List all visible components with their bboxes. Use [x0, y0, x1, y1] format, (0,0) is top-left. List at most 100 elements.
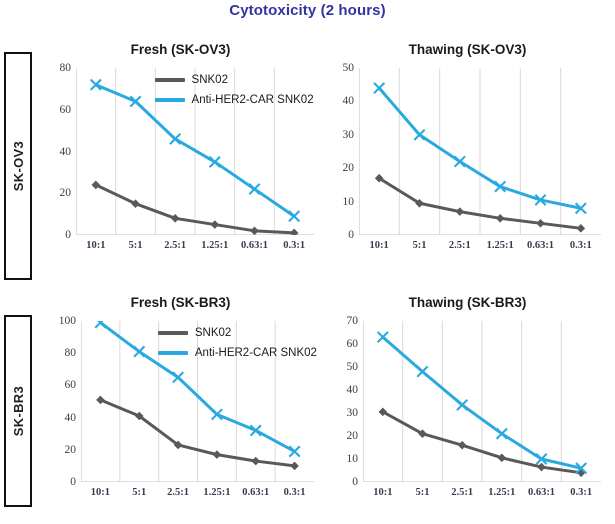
legend-label: Anti-HER2-CAR SNK02	[194, 346, 317, 359]
panel-fresh-sk-br3: Fresh (SK-BR3) 0 20 40 60 80 100 10:1 5:1 2.5:1 1.…	[38, 293, 323, 518]
y-tick-label: 20	[342, 162, 355, 175]
data-point-marker	[94, 321, 104, 329]
data-point-marker	[374, 173, 384, 183]
y-tick-label: 40	[64, 411, 77, 424]
y-tick-label: 80	[64, 347, 77, 360]
plot-area	[76, 68, 314, 235]
data-point-marker	[208, 155, 221, 168]
data-point-marker	[534, 193, 547, 206]
chart-title: Thawing (SK-BR3)	[408, 295, 527, 310]
legend-item: SNK02	[157, 324, 317, 341]
chart-canvas	[359, 68, 601, 235]
data-point-marker	[413, 128, 426, 141]
data-point-marker	[89, 78, 102, 91]
data-point-marker	[134, 411, 144, 421]
x-tick-label: 1.25:1	[488, 487, 516, 498]
y-axis-labels: 0 10 20 30 40 50	[325, 62, 355, 241]
series-line	[377, 176, 583, 230]
data-point-marker	[574, 202, 587, 215]
data-point-marker	[536, 219, 545, 228]
x-tick-label: 0.63:1	[240, 240, 269, 251]
x-tick-label: 0.63:1	[527, 487, 556, 498]
series-line	[381, 410, 583, 475]
panel-fresh-sk-ov3: Fresh (SK-OV3) 0 20 40 60 80 10:1 5:1 2.5:1 1.25:…	[38, 40, 323, 275]
data-point-marker	[453, 155, 466, 168]
data-point-marker	[288, 445, 301, 458]
series-line	[98, 398, 297, 468]
y-tick-label: 60	[346, 338, 359, 350]
y-axis-labels: 0 10 20 30 40 50 60 70	[325, 315, 359, 488]
figure-title: Cytotoxicity (2 hours)	[229, 2, 386, 19]
x-tick-label: 2.5:1	[448, 240, 471, 251]
plot-area	[363, 321, 601, 482]
y-tick-label: 40	[59, 145, 72, 158]
data-point-marker	[495, 427, 508, 440]
legend-color-swatch	[157, 350, 188, 355]
x-tick-label: 5:1	[128, 240, 143, 251]
row-label-sk-br3: SK-BR3	[4, 315, 32, 507]
x-tick-label: 0.3:1	[570, 487, 593, 498]
data-point-marker	[129, 95, 142, 108]
data-point-marker	[537, 462, 546, 472]
x-axis-labels: 10:1 5:1 2.5:1 1.25:1 0.63:1 0.3:1	[359, 240, 601, 256]
x-tick-label: 2.5:1	[164, 240, 187, 251]
y-tick-label: 30	[342, 128, 355, 141]
y-tick-label: 10	[346, 453, 359, 465]
x-tick-label: 2.5:1	[167, 487, 190, 498]
legend-item: SNK02	[154, 71, 314, 88]
y-tick-label: 0	[65, 229, 71, 241]
y-tick-label: 0	[70, 476, 76, 488]
series-line	[94, 183, 296, 235]
data-point-marker	[373, 82, 386, 94]
data-point-marker	[133, 345, 146, 358]
x-tick-label: 10:1	[369, 240, 389, 251]
data-point-marker	[212, 450, 222, 459]
y-tick-label: 50	[346, 361, 359, 373]
legend-color-swatch	[154, 97, 185, 102]
y-tick-label: 50	[342, 62, 355, 74]
chart-title: Thawing (SK-OV3)	[408, 42, 527, 57]
x-axis-labels: 10:1 5:1 2.5:1 1.25:1 0.63:1 0.3:1	[363, 487, 601, 503]
x-tick-label: 5:1	[132, 487, 147, 498]
y-tick-label: 30	[346, 407, 359, 419]
x-tick-label: 0.63:1	[242, 487, 270, 498]
data-point-marker	[248, 183, 261, 196]
x-tick-label: 2.5:1	[451, 487, 474, 498]
series-line	[98, 321, 297, 453]
row-label-sk-br3-text: SK-BR3	[10, 385, 26, 437]
legend-color-swatch	[154, 77, 185, 82]
data-point-marker	[415, 198, 424, 208]
data-point-marker	[173, 440, 183, 450]
data-point-marker	[456, 399, 469, 411]
y-axis-labels: 0 20 40 60 80 100	[38, 315, 77, 488]
chart-canvas	[363, 321, 601, 482]
y-tick-label: 60	[64, 379, 77, 392]
y-tick-label: 40	[346, 384, 359, 396]
data-point-marker	[457, 440, 467, 450]
data-point-marker	[576, 224, 586, 233]
y-tick-label: 0	[352, 476, 358, 488]
row-label-sk-ov3: SK-OV3	[4, 52, 32, 280]
data-point-marker	[494, 180, 507, 193]
x-tick-label: 1.25:1	[486, 240, 514, 251]
x-tick-label: 10:1	[90, 487, 111, 498]
y-tick-label: 10	[342, 195, 355, 208]
x-tick-label: 10:1	[373, 487, 393, 498]
chart-legend: SNK02 Anti-HER2-CAR SNK02	[157, 324, 317, 364]
data-point-marker	[289, 228, 299, 235]
y-tick-label: 0	[348, 229, 354, 241]
series-line	[94, 83, 296, 218]
y-tick-label: 40	[342, 95, 355, 108]
data-point-marker	[96, 395, 105, 405]
x-tick-label: 0.63:1	[526, 240, 555, 251]
y-tick-label: 70	[346, 315, 359, 327]
x-axis-labels: 10:1 5:1 2.5:1 1.25:1 0.63:1 0.3:1	[81, 487, 314, 503]
data-point-marker	[210, 220, 220, 229]
legend-item: Anti-HER2-CAR SNK02	[157, 344, 317, 361]
legend-label: SNK02	[191, 73, 228, 86]
x-tick-label: 10:1	[86, 240, 106, 251]
data-point-marker	[210, 408, 223, 421]
row-label-sk-ov3-text: SK-OV3	[10, 140, 26, 192]
chart-canvas	[81, 321, 314, 482]
data-point-marker	[91, 180, 101, 190]
